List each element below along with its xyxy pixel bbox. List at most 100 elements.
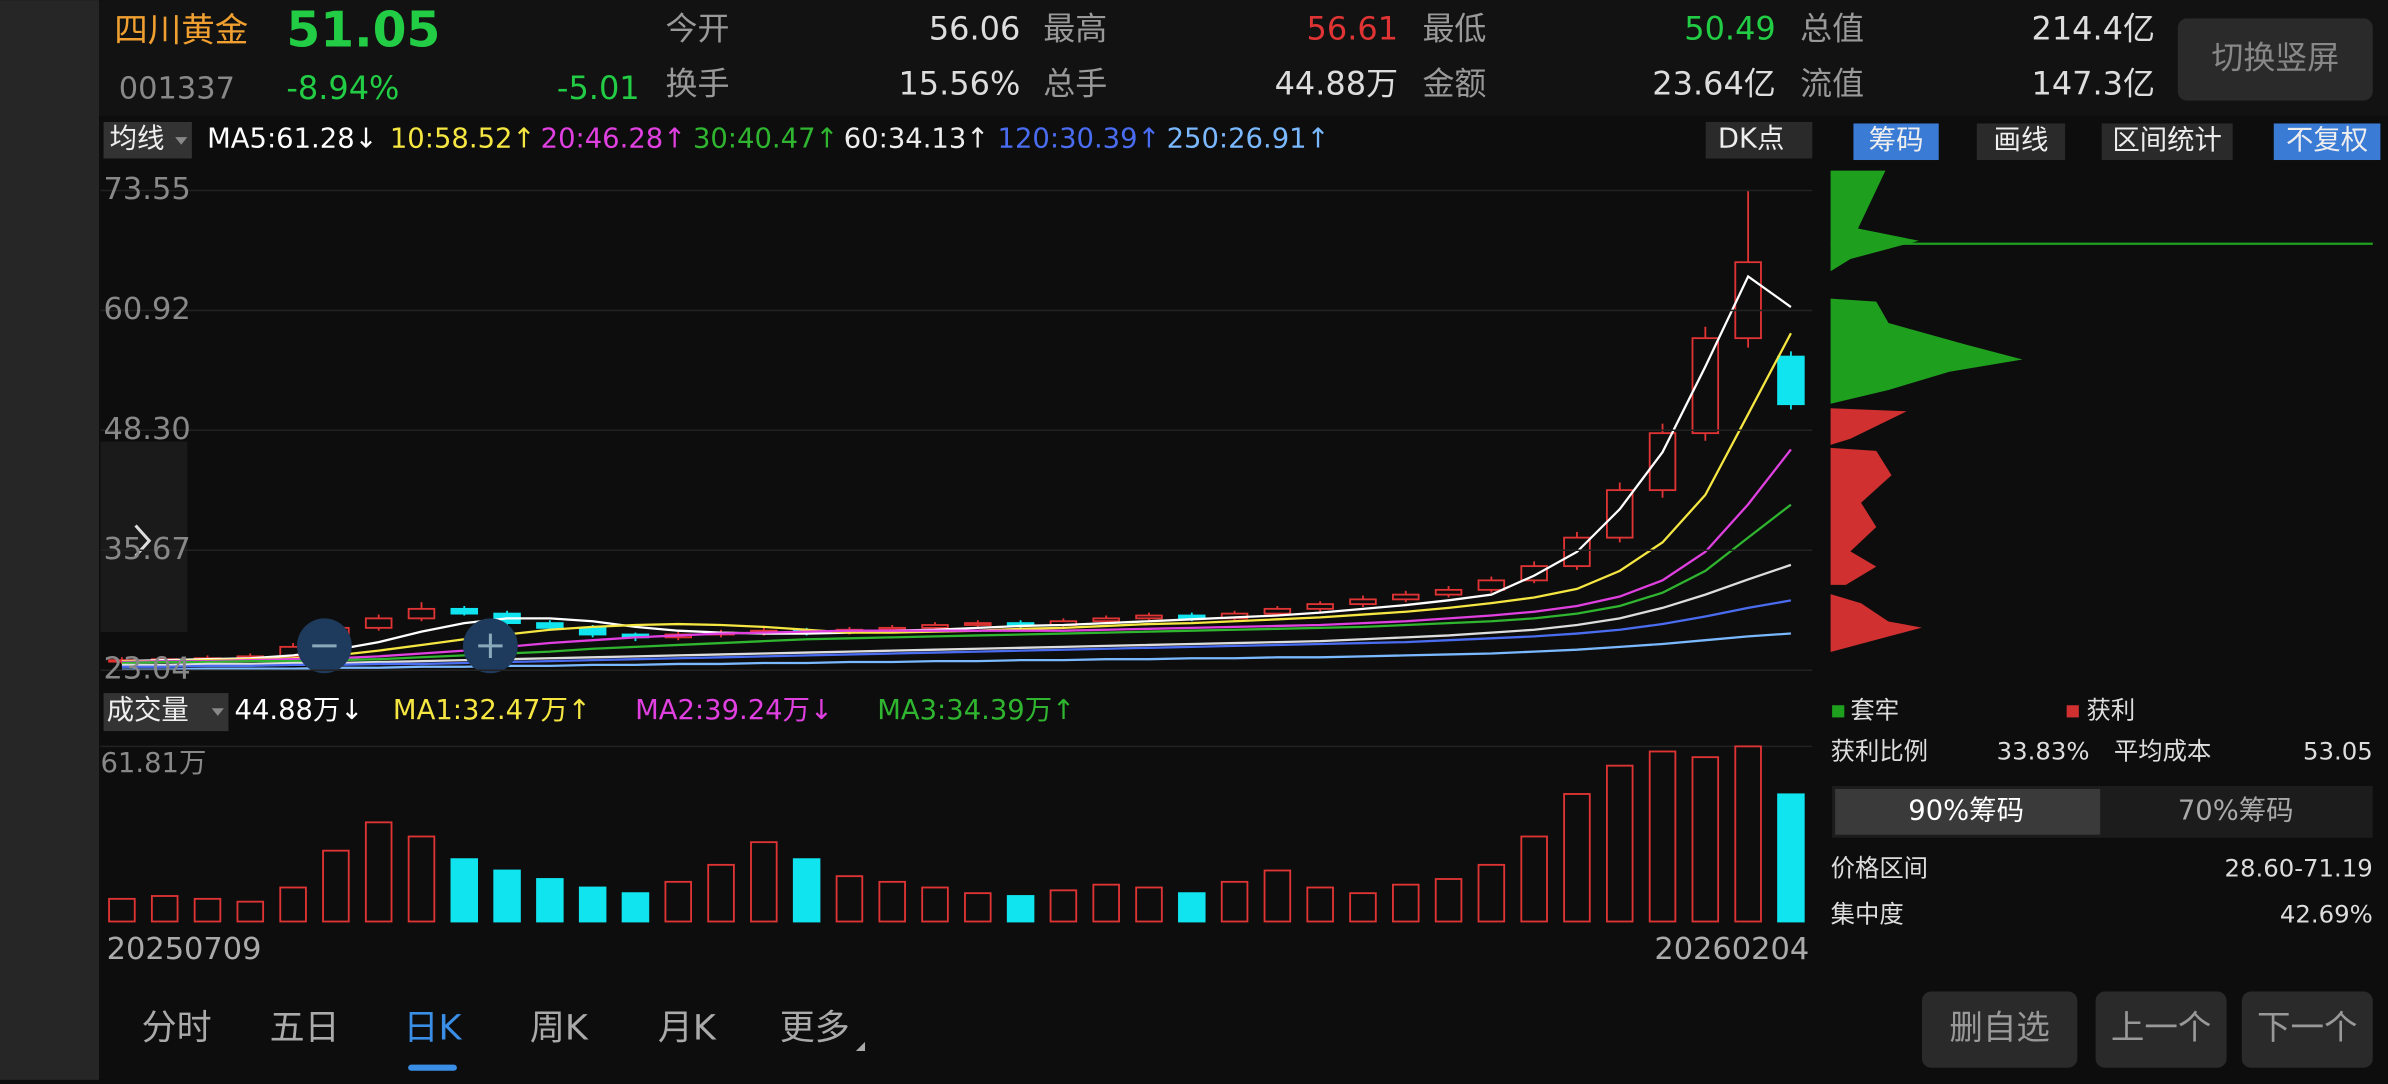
tab[interactable] [1976, 123, 2066, 161]
volume-bar [108, 897, 136, 923]
ma-line [121, 599, 1792, 668]
price: 51.05 [286, 3, 440, 59]
bottom-tab[interactable]: 月K [658, 1008, 717, 1049]
volume-bar [193, 897, 222, 923]
stat-value: 50.49 [1684, 10, 1776, 48]
volume-bar [792, 858, 821, 923]
candle-body [1263, 607, 1292, 615]
volume-bar [1049, 889, 1078, 923]
stat-label: 平均成本 [2114, 736, 2211, 765]
volume-bar [878, 880, 906, 923]
volume-bar [1520, 835, 1548, 923]
stat-label: 今开 [666, 10, 730, 48]
ma-item: 20:46.28↑ [541, 124, 687, 155]
candle-body [1306, 603, 1334, 610]
left-strip [0, 0, 99, 1080]
button[interactable] [2241, 991, 2373, 1068]
ma-item: 30:40.47↑ [693, 124, 839, 155]
tab-label[interactable]: 区间统计 [2112, 125, 2222, 156]
stat-value: 147.3亿 [2031, 64, 2155, 102]
button-label[interactable]: 下一个 [2257, 1008, 2358, 1047]
dk-button[interactable] [1705, 121, 1813, 159]
candle-body [1520, 565, 1548, 582]
tab-label[interactable]: 筹码 [1869, 125, 1924, 156]
ma-item: 120:30.39↑ [998, 124, 1161, 155]
button[interactable] [2095, 991, 2227, 1068]
y-tick-label: 73.55 [104, 172, 191, 207]
candle-body [964, 622, 992, 626]
chip-red [1830, 594, 1922, 652]
candle-body [450, 607, 479, 615]
vol-item: MA2:39.24万↓ [635, 695, 833, 726]
volume-bar [1392, 883, 1420, 923]
candle-body [1434, 588, 1463, 596]
stat-value: 56.06 [929, 10, 1021, 48]
bottom-tab[interactable]: 分时 [142, 1008, 212, 1049]
ma-selector-label[interactable]: 均线 [110, 124, 165, 155]
bottom-tab[interactable]: 五日 [270, 1008, 340, 1049]
stat-label: 最高 [1043, 10, 1107, 48]
volume-selector-label[interactable]: 成交量 [107, 695, 189, 726]
volume-bar [750, 841, 778, 923]
volume-bar [621, 892, 650, 923]
tab[interactable] [2273, 123, 2381, 161]
ma-line [121, 274, 1792, 663]
stat-label: 流值 [1800, 64, 1864, 102]
tab-label[interactable]: 不复权 [2286, 125, 2368, 156]
ma-selector[interactable] [103, 121, 192, 159]
volume-bar [407, 835, 436, 923]
volume-bar [1306, 886, 1334, 923]
dropdown-icon [211, 708, 224, 716]
dk-label[interactable]: DK点 [1718, 124, 1784, 155]
stat-label: 集中度 [1831, 899, 1904, 928]
ma-item: 250:26.91↑ [1167, 124, 1330, 155]
tab[interactable] [1853, 123, 1939, 161]
stat-label: 总值 [1800, 10, 1864, 48]
vol-item: MA1:32.47万↑ [393, 695, 591, 726]
button-label[interactable]: 上一个 [2111, 1008, 2212, 1047]
ma-item: MA5:61.28↓ [207, 124, 377, 155]
zoom-in-icon [478, 633, 503, 659]
volume-bar [1349, 892, 1377, 923]
bottom-tab-active[interactable]: 日K [404, 1008, 463, 1049]
button[interactable] [1921, 991, 2078, 1068]
rotate-button[interactable] [2177, 18, 2373, 101]
ma-item: 10:58.52↑ [390, 124, 536, 155]
legend-swatch [2066, 705, 2079, 718]
candle-body [1691, 337, 1720, 435]
volume-bar [150, 895, 179, 923]
stat-value: 23.64亿 [1652, 64, 1776, 102]
chip-red [1830, 447, 1892, 585]
candle-body [407, 607, 436, 620]
tab-label[interactable]: 画线 [1994, 125, 2049, 156]
tab[interactable] [2101, 123, 2233, 161]
volume-bar [1777, 793, 1805, 923]
change: -5.01 [557, 69, 640, 107]
legend-swatch [1832, 705, 1845, 718]
dropdown-icon [175, 137, 188, 145]
y-tick-label: 60.92 [104, 292, 191, 327]
chip-tab-selected[interactable] [1835, 789, 2101, 835]
bottom-tab[interactable]: 周K [530, 1008, 589, 1049]
chip-tab-label[interactable]: 70%筹码 [2178, 795, 2294, 826]
volume-bar [1263, 869, 1292, 923]
chip-tab-label[interactable]: 90%筹码 [1908, 795, 2024, 826]
chip-green [1830, 298, 2023, 404]
date-end: 20260204 [1654, 932, 1809, 967]
legend-label: 套牢 [1850, 695, 1899, 724]
chip-green [1830, 170, 1919, 272]
button-label[interactable]: 删自选 [1949, 1008, 2050, 1047]
candle-body [1392, 593, 1420, 601]
volume-bar [707, 863, 735, 923]
candle-body [578, 626, 607, 636]
rotate-button-label[interactable]: 切换竖屏 [2211, 39, 2339, 77]
stat-value: 214.4亿 [2031, 10, 2155, 48]
stat-label: 换手 [666, 64, 730, 102]
volume-bar [964, 892, 992, 923]
volume-bar [236, 900, 265, 923]
bottom-tab[interactable]: 更多 [780, 1008, 850, 1049]
volume-selector[interactable] [103, 693, 229, 732]
candle-body [1092, 617, 1120, 623]
volume-bar [1648, 750, 1677, 923]
